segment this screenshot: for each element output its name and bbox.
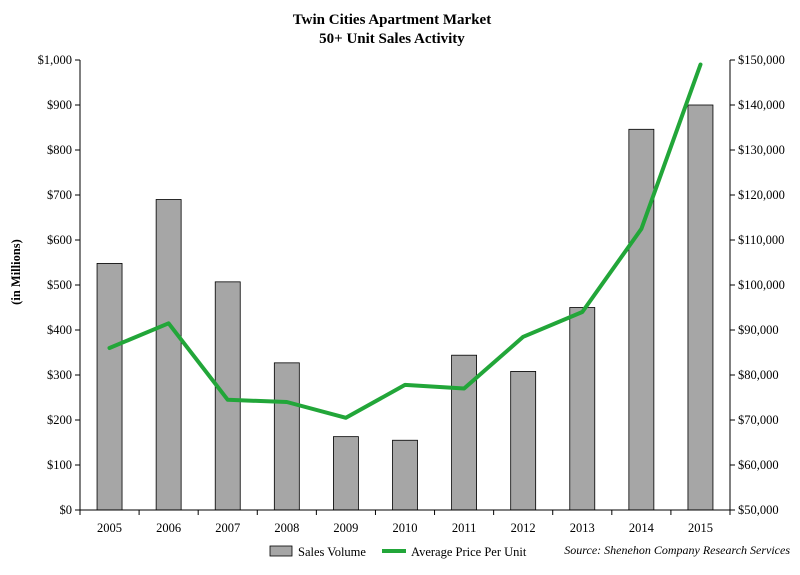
y-left-tick-label: $100: [47, 458, 72, 472]
legend-label-sales-volume: Sales Volume: [298, 545, 366, 559]
x-tick-label: 2005: [97, 521, 122, 535]
x-tick-label: 2006: [156, 521, 181, 535]
y-right-tick-label: $60,000: [738, 458, 779, 472]
point-2008: [285, 400, 289, 404]
legend: Sales Volume Average Price Per Unit: [269, 545, 527, 559]
y-left-tick-label: $500: [47, 278, 72, 292]
bar-2013: [569, 307, 596, 511]
x-tick-label: 2012: [511, 521, 536, 535]
x-tick-label: 2013: [570, 521, 595, 535]
y-left-tick-label: $900: [47, 98, 72, 112]
point-2012: [521, 335, 525, 339]
point-2006: [167, 321, 171, 325]
x-tick-label: 2008: [274, 521, 299, 535]
point-2013: [580, 310, 584, 314]
bar-2012: [510, 370, 537, 511]
point-2005: [108, 346, 112, 350]
y-right-tick-label: $90,000: [738, 323, 779, 337]
y-left-tick-label: $0: [60, 503, 73, 517]
y-right-tick-label: $70,000: [738, 413, 779, 427]
point-2007: [226, 398, 230, 402]
legend-swatch-sales-volume: [269, 545, 293, 557]
bar-2008: [273, 362, 300, 511]
x-tick-label: 2010: [393, 521, 418, 535]
legend-label-average-price: Average Price Per Unit: [411, 545, 527, 559]
point-2009: [344, 416, 348, 420]
y-right-tick-label: $110,000: [738, 233, 784, 247]
x-tick-label: 2015: [688, 521, 713, 535]
y-left-tick-label: $200: [47, 413, 72, 427]
point-2015: [698, 63, 702, 66]
bar-2009: [333, 436, 359, 511]
y-left-tick-label: $800: [47, 143, 72, 157]
y-left-tick-label: $400: [47, 323, 72, 337]
y-axis-label: (in Millions): [9, 239, 23, 305]
bar-2005: [96, 262, 123, 511]
line-average-price-per-unit: [107, 62, 703, 420]
y-right-tick-label: $80,000: [738, 368, 779, 382]
point-2014: [639, 227, 643, 231]
y-right-tick-label: $150,000: [738, 53, 785, 67]
y-right-tick-label: $140,000: [738, 98, 785, 112]
y-right-tick-label: $120,000: [738, 188, 785, 202]
bar-2007: [214, 281, 241, 511]
point-2011: [462, 387, 466, 390]
bar-2010: [392, 439, 418, 511]
chart-title: Twin Cities Apartment Market: [293, 12, 491, 28]
y-right-tick-label: $100,000: [738, 278, 785, 292]
bar-2006: [155, 199, 182, 511]
x-tick-label: 2011: [452, 521, 477, 535]
x-tick-label: 2009: [333, 521, 358, 535]
y-left-tick-label: $300: [47, 368, 72, 382]
point-2010: [403, 383, 407, 387]
chart-subtitle: 50+ Unit Sales Activity: [319, 31, 465, 47]
source-note: Source: Shenehon Company Research Servic…: [564, 543, 790, 557]
x-tick-label: 2014: [629, 521, 655, 535]
y-right-tick-label: $50,000: [738, 503, 779, 517]
y-left-tick-label: $1,000: [38, 53, 72, 67]
y-left-tick-label: $700: [47, 188, 72, 202]
y-right-tick-label: $130,000: [738, 143, 785, 157]
y-left-tick-label: $600: [47, 233, 72, 247]
bar-2015: [687, 104, 714, 511]
x-tick-label: 2007: [215, 521, 240, 535]
bar-2014: [628, 128, 655, 511]
plot-area: $0 $100 $200 $300 $400 $500 $600 $700 $800 $900 $1…: [38, 53, 785, 535]
